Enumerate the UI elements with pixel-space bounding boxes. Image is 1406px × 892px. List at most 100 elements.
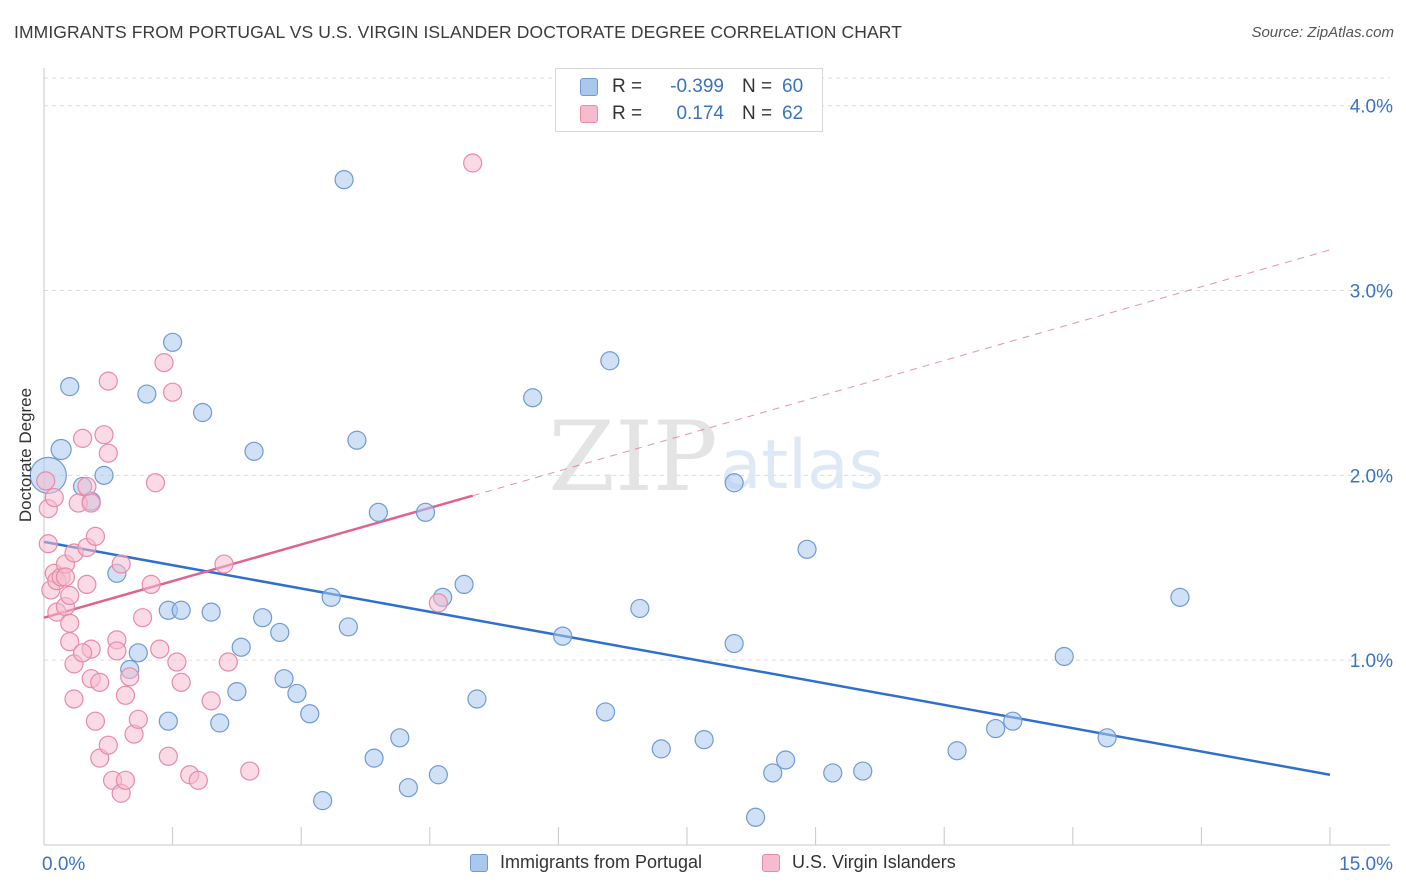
data-point-pink <box>72 428 93 448</box>
data-point-blue <box>338 617 358 637</box>
data-point-blue <box>454 574 474 595</box>
data-point-blue <box>227 681 247 702</box>
data-point-pink <box>81 493 101 513</box>
data-point-blue <box>60 377 80 397</box>
data-point-blue <box>595 702 616 722</box>
data-point-blue <box>1170 587 1190 607</box>
trend-line-extension-pink <box>472 249 1331 497</box>
data-point-blue <box>253 608 273 628</box>
data-point-pink <box>90 672 110 692</box>
legend-row-blue: R = -0.399 N = 60 <box>580 75 803 99</box>
data-point-pink <box>428 593 448 613</box>
axes <box>43 68 1390 846</box>
chart-title: IMMIGRANTS FROM PORTUGAL VS U.S. VIRGIN … <box>14 22 902 42</box>
data-point-pink <box>188 770 208 790</box>
data-point-blue <box>600 351 620 371</box>
legend-swatch-pink <box>762 853 780 872</box>
trend-line-pink <box>43 494 474 619</box>
data-point-pink <box>36 471 56 491</box>
data-point-pink <box>38 534 58 554</box>
data-point-pink <box>77 574 97 595</box>
data-point-blue <box>1054 646 1074 667</box>
data-point-blue <box>553 626 573 646</box>
data-point-pink <box>64 689 84 709</box>
series-legend: Immigrants from Portugal U.S. Virgin Isl… <box>0 852 1406 878</box>
legend-swatch-blue <box>470 853 488 872</box>
data-point-pink <box>85 711 106 731</box>
data-point-pink <box>115 770 136 790</box>
watermark-atlas-text: atlas <box>720 426 884 505</box>
data-point-pink <box>55 567 76 587</box>
data-point-blue <box>986 718 1006 739</box>
data-point-blue <box>724 633 744 654</box>
data-point-blue <box>390 728 410 748</box>
data-point-pink <box>98 735 118 755</box>
data-point-pink <box>141 574 161 595</box>
legend-swatch-pink <box>580 105 598 123</box>
y-tick-label: 4.0% <box>1350 97 1393 118</box>
data-point-pink <box>111 554 131 574</box>
data-point-blue <box>287 683 307 704</box>
data-point-blue <box>694 730 714 750</box>
data-point-pink <box>201 691 221 711</box>
data-point-pink <box>60 632 80 652</box>
data-point-pink <box>94 425 114 445</box>
data-point-pink <box>240 761 260 781</box>
y-tick-label: 2.0% <box>1350 466 1393 487</box>
legend-row-pink: R = 0.174 N = 62 <box>580 102 803 126</box>
data-point-pink <box>154 353 174 373</box>
data-point-blue <box>193 402 213 423</box>
data-point-pink <box>218 652 238 672</box>
data-point-blue <box>244 441 264 461</box>
data-point-blue <box>158 711 178 731</box>
data-point-pink <box>167 652 187 672</box>
data-point-blue <box>415 502 436 522</box>
data-point-pink <box>128 709 148 729</box>
data-point-blue <box>947 741 967 761</box>
data-point-pink <box>163 382 183 402</box>
data-point-blue <box>853 761 873 781</box>
n-value: 60 <box>782 76 804 97</box>
data-point-pink <box>85 526 106 546</box>
data-point-pink <box>120 667 140 687</box>
data-point-blue <box>428 765 448 785</box>
legend-label: Immigrants from Portugal <box>500 852 703 872</box>
data-point-pink <box>60 613 80 633</box>
data-point-pink <box>77 476 97 497</box>
data-point-blue <box>270 622 290 643</box>
legend-item-virgin-islanders: U.S. Virgin Islanders <box>762 852 956 873</box>
data-points <box>29 153 1190 827</box>
data-point-blue <box>210 713 230 733</box>
y-axis-label: Doctorate Degree <box>16 387 35 523</box>
data-point-blue <box>398 778 418 798</box>
data-point-blue <box>171 600 191 620</box>
data-point-blue <box>300 704 320 724</box>
n-value: 62 <box>782 103 804 124</box>
r-value: -0.399 <box>670 76 724 97</box>
data-point-pink <box>463 153 483 173</box>
data-point-blue <box>313 791 333 811</box>
data-point-pink <box>171 672 191 692</box>
data-point-blue <box>1097 728 1117 748</box>
r-value: 0.174 <box>676 103 724 124</box>
data-point-blue <box>467 689 487 709</box>
n-label: N = <box>742 103 773 124</box>
legend-item-portugal: Immigrants from Portugal <box>470 852 702 873</box>
data-point-blue <box>128 643 148 663</box>
n-label: N = <box>742 76 773 97</box>
data-point-pink <box>98 443 118 463</box>
y-tick-label: 3.0% <box>1350 282 1393 303</box>
data-point-pink <box>72 643 93 663</box>
data-point-blue <box>745 807 766 827</box>
data-point-blue <box>1003 711 1023 731</box>
data-point-pink <box>214 554 234 574</box>
source-label: Source: ZipAtlas.com <box>1251 24 1394 41</box>
data-point-blue <box>823 763 843 783</box>
data-point-pink <box>44 487 64 508</box>
data-point-blue <box>274 669 294 689</box>
data-point-pink <box>158 746 178 766</box>
data-point-pink <box>150 639 170 659</box>
correlation-legend: R = -0.399 N = 60 R = 0.174 N = 62 <box>555 68 823 132</box>
r-label: R = <box>612 103 643 124</box>
